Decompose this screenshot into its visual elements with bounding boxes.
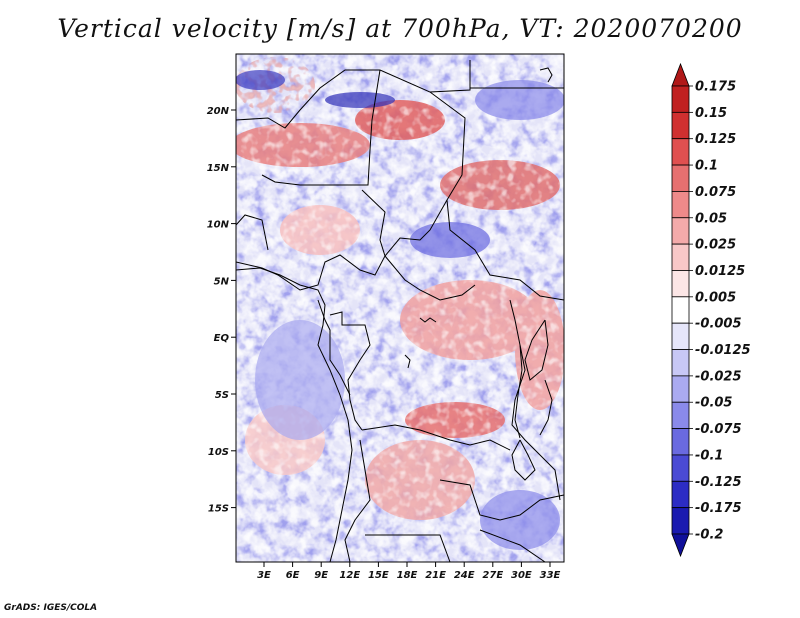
lat-tick-label: 20N [207, 106, 230, 117]
colorbar-label: -0.125 [695, 475, 742, 490]
colorbar-swatch [671, 164, 690, 192]
lon-tick-label: 12E [339, 570, 360, 581]
colorbar-label: -0.05 [695, 396, 732, 411]
lat-tick-label: 10N [207, 220, 230, 231]
colorbar-label: 0.05 [695, 211, 727, 226]
lon-tick-label: 33E [540, 570, 561, 581]
lat-tick-label: 5S [215, 390, 229, 401]
colorbar-swatch [671, 243, 690, 271]
colorbar-swatch-bottom [671, 533, 690, 558]
colorbar-label: -0.075 [695, 422, 742, 437]
colorbar: 0.175 0.15 0.125 0.1 0.075 0.05 0.025 0.0125 0.0… [671, 62, 751, 558]
longitude-axis: 3E 6E 9E 12E 15E 18E 21E 24E 27E 30E 33E [257, 562, 561, 581]
colorbar-swatch [671, 191, 690, 219]
colorbar-label: 0.175 [695, 80, 736, 95]
colorbar-swatch [671, 428, 690, 456]
lon-tick-label: 6E [286, 570, 300, 581]
colorbar-swatch [671, 375, 690, 403]
latitude-axis: 20N 15N 10N 5N EQ 5S 10S 15S [207, 106, 236, 515]
lat-tick-label: 15N [207, 163, 230, 174]
country-borders [236, 60, 564, 562]
colorbar-label: 0.005 [695, 290, 736, 305]
lon-tick-label: 9E [314, 570, 328, 581]
colorbar-swatch [671, 507, 690, 535]
colorbar-swatch [671, 85, 690, 113]
colorbar-label: 0.125 [695, 132, 736, 147]
colorbar-swatch [671, 349, 690, 377]
colorbar-label: -0.025 [695, 369, 742, 384]
colorbar-swatch [671, 454, 690, 482]
lon-tick-label: 27E [482, 570, 503, 581]
map-title: Vertical velocity [m/s] at 700hPa, VT: 2… [57, 14, 743, 43]
colorbar-swatch [671, 217, 690, 245]
colorbar-swatch [671, 401, 690, 429]
lat-tick-label: 5N [214, 276, 230, 287]
colorbar-label: -0.1 [695, 448, 723, 463]
colorbar-swatch [671, 322, 690, 350]
map-frame [235, 53, 565, 563]
colorbar-label: -0.2 [695, 528, 723, 543]
lon-tick-label: 15E [368, 570, 389, 581]
lon-tick-label: 24E [454, 570, 475, 581]
colorbar-label: -0.0125 [695, 343, 751, 358]
lon-tick-label: 3E [257, 570, 271, 581]
colorbar-swatch [671, 111, 690, 140]
lon-tick-label: 18E [397, 570, 418, 581]
lat-tick-label: EQ [214, 333, 230, 344]
lat-tick-label: 10S [208, 447, 229, 458]
credit-text: GrADS: IGES/COLA [4, 603, 98, 613]
lon-tick-label: 30E [511, 570, 532, 581]
colorbar-label: -0.175 [695, 501, 742, 516]
colorbar-swatch [671, 138, 690, 166]
colorbar-label: 0.1 [695, 159, 718, 174]
colorbar-swatch [671, 296, 690, 324]
colorbar-label: 0.075 [695, 185, 736, 200]
lon-tick-label: 21E [425, 570, 446, 581]
colorbar-label: 0.025 [695, 238, 736, 253]
colorbar-swatch [671, 270, 690, 298]
lat-tick-label: 15S [208, 504, 229, 515]
colorbar-swatch-top [671, 62, 690, 87]
vertical-velocity-field [236, 54, 564, 562]
colorbar-label: -0.005 [695, 317, 742, 332]
colorbar-label: 0.15 [695, 106, 727, 121]
colorbar-label: 0.0125 [695, 264, 745, 279]
colorbar-swatch [671, 480, 690, 509]
